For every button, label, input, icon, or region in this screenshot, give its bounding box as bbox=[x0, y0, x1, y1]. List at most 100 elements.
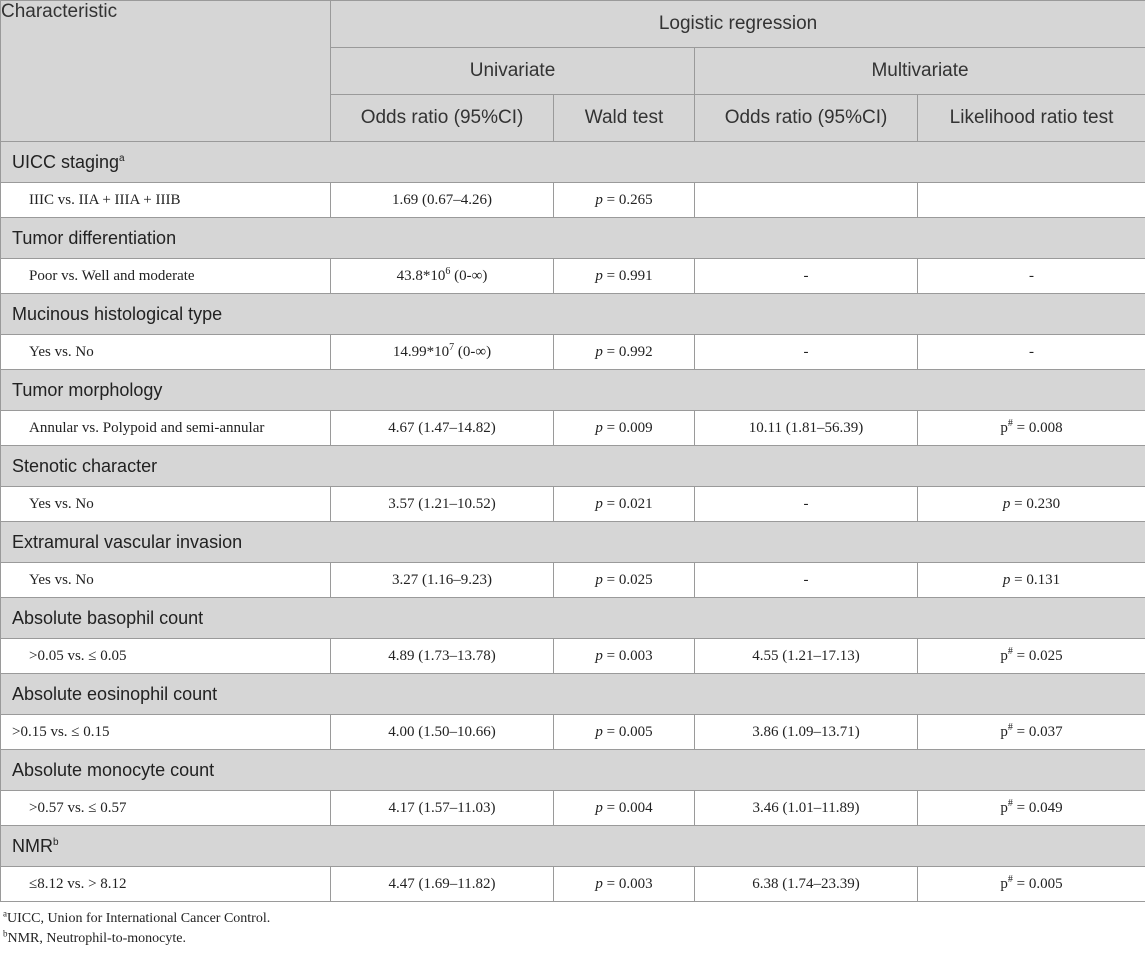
footnote-marker: b bbox=[53, 836, 59, 848]
group-title-cell: Stenotic character bbox=[0, 445, 1145, 487]
wald-test-cell: p = 0.003 bbox=[553, 866, 695, 902]
table-row: Poor vs. Well and moderate 43.8*106 (0-∞… bbox=[0, 258, 1145, 294]
lrt-hash-marker: # bbox=[1007, 873, 1013, 885]
p-symbol: p bbox=[595, 571, 603, 588]
multivariate-odds-ratio: - bbox=[694, 334, 918, 370]
regression-table: Characteristic Logistic regression Univa… bbox=[0, 0, 1145, 902]
table-row: Annular vs. Polypoid and semi-annular 4.… bbox=[0, 410, 1145, 446]
univariate-odds-ratio: 4.89 (1.73–13.78) bbox=[330, 638, 554, 674]
group-row: Stenotic character bbox=[0, 445, 1145, 487]
row-label: ≤8.12 vs. > 8.12 bbox=[0, 866, 331, 902]
odds-ratio-ci: (0-∞) bbox=[450, 267, 488, 284]
lrt-value: = 0.025 bbox=[1012, 647, 1063, 664]
p-value: = 0.004 bbox=[602, 799, 653, 816]
group-row: Extramural vascular invasion bbox=[0, 521, 1145, 563]
lrt-p-symbol: p bbox=[1000, 799, 1008, 816]
multivariate-odds-ratio: 3.46 (1.01–11.89) bbox=[694, 790, 918, 826]
wald-test-cell: p = 0.025 bbox=[553, 562, 695, 598]
p-value: = 0.005 bbox=[602, 723, 653, 740]
table-row: Yes vs. No 3.27 (1.16–9.23) p = 0.025 - … bbox=[0, 562, 1145, 598]
group-row: Absolute basophil count bbox=[0, 597, 1145, 639]
group-title: NMR bbox=[12, 835, 53, 856]
likelihood-ratio-cell: - bbox=[916, 258, 1145, 294]
row-label: Annular vs. Polypoid and semi-annular bbox=[0, 410, 331, 446]
group-row: Tumor differentiation bbox=[0, 217, 1145, 259]
p-symbol: p bbox=[595, 495, 603, 512]
univariate-odds-ratio: 4.17 (1.57–11.03) bbox=[330, 790, 554, 826]
p-symbol: p bbox=[595, 799, 603, 816]
group-row: UICC staginga bbox=[0, 141, 1145, 183]
univariate-odds-ratio: 43.8*106 (0-∞) bbox=[330, 258, 554, 294]
table-body: UICC staginga IIIC vs. IIA + IIIA + IIIB… bbox=[0, 141, 1145, 902]
group-title-cell: Mucinous histological type bbox=[0, 293, 1145, 335]
header-wald-test: Wald test bbox=[553, 94, 695, 142]
odds-ratio-base: 43.8*10 bbox=[396, 267, 446, 284]
lrt-value: = 0.005 bbox=[1012, 875, 1063, 892]
p-value: = 0.025 bbox=[602, 571, 653, 588]
table-row: ≤8.12 vs. > 8.12 4.47 (1.69–11.82) p = 0… bbox=[0, 866, 1145, 902]
group-title-cell: NMRb bbox=[0, 825, 1145, 867]
footnote-marker: a bbox=[3, 908, 7, 919]
footnote-marker: a bbox=[119, 152, 125, 164]
header-univariate: Univariate bbox=[330, 47, 695, 95]
multivariate-odds-ratio: 10.11 (1.81–56.39) bbox=[694, 410, 918, 446]
p-symbol: p bbox=[595, 191, 603, 208]
lrt-p-symbol: p bbox=[1002, 571, 1011, 588]
table-row: IIIC vs. IIA + IIIA + IIIB 1.69 (0.67–4.… bbox=[0, 182, 1145, 218]
table-header: Characteristic Logistic regression Univa… bbox=[0, 0, 1145, 142]
wald-test-cell: p = 0.021 bbox=[553, 486, 695, 522]
group-title-cell: Absolute eosinophil count bbox=[0, 673, 1145, 715]
odds-ratio-exponent: 6 bbox=[445, 265, 451, 277]
table-row: >0.15 vs. ≤ 0.15 4.00 (1.50–10.66) p = 0… bbox=[0, 714, 1145, 750]
multivariate-odds-ratio bbox=[694, 182, 918, 218]
odds-ratio-base: 14.99*10 bbox=[392, 343, 450, 360]
group-title: UICC staging bbox=[12, 151, 120, 172]
footnote: aUICC, Union for International Cancer Co… bbox=[3, 909, 1145, 929]
lrt-value: = 0.037 bbox=[1012, 723, 1063, 740]
row-label: >0.05 vs. ≤ 0.05 bbox=[0, 638, 331, 674]
row-label: Poor vs. Well and moderate bbox=[0, 258, 331, 294]
likelihood-ratio-cell: p = 0.131 bbox=[916, 562, 1145, 598]
table-row: >0.57 vs. ≤ 0.57 4.17 (1.57–11.03) p = 0… bbox=[0, 790, 1145, 826]
footnotes: aUICC, Union for International Cancer Co… bbox=[0, 902, 1145, 949]
likelihood-ratio-cell: p# = 0.049 bbox=[916, 790, 1145, 826]
wald-test-cell: p = 0.265 bbox=[553, 182, 695, 218]
likelihood-ratio-cell: p# = 0.008 bbox=[916, 410, 1145, 446]
p-value: = 0.003 bbox=[602, 647, 653, 664]
wald-test-cell: p = 0.009 bbox=[553, 410, 695, 446]
wald-test-cell: p = 0.005 bbox=[553, 714, 695, 750]
p-symbol: p bbox=[595, 723, 603, 740]
p-symbol: p bbox=[595, 343, 603, 360]
group-title-cell: Tumor morphology bbox=[0, 369, 1145, 411]
likelihood-ratio-cell: p# = 0.025 bbox=[916, 638, 1145, 674]
lrt-value: = 0.131 bbox=[1010, 571, 1061, 588]
group-row: NMRb bbox=[0, 825, 1145, 867]
table-row: >0.05 vs. ≤ 0.05 4.89 (1.73–13.78) p = 0… bbox=[0, 638, 1145, 674]
multivariate-odds-ratio: - bbox=[694, 562, 918, 598]
multivariate-odds-ratio: - bbox=[694, 486, 918, 522]
multivariate-odds-ratio: - bbox=[694, 258, 918, 294]
footnote-text: UICC, Union for International Cancer Con… bbox=[7, 911, 271, 926]
lrt-hash-marker: # bbox=[1007, 721, 1013, 733]
wald-test-cell: p = 0.992 bbox=[553, 334, 695, 370]
p-value: = 0.003 bbox=[602, 875, 653, 892]
footnote: bNMR, Neutrophil-to-monocyte. bbox=[3, 929, 1145, 949]
group-title-cell: Absolute monocyte count bbox=[0, 749, 1145, 791]
p-symbol: p bbox=[595, 267, 603, 284]
header-multivariate: Multivariate bbox=[693, 47, 1145, 95]
odds-ratio-exponent: 7 bbox=[449, 341, 455, 353]
lrt-p-symbol: p bbox=[1000, 723, 1008, 740]
likelihood-ratio-cell bbox=[916, 182, 1145, 218]
row-label: >0.15 vs. ≤ 0.15 bbox=[0, 714, 331, 750]
group-title: Absolute eosinophil count bbox=[12, 683, 218, 704]
wald-test-cell: p = 0.991 bbox=[553, 258, 695, 294]
group-title-cell: Extramural vascular invasion bbox=[0, 521, 1145, 563]
table-row: Yes vs. No 3.57 (1.21–10.52) p = 0.021 -… bbox=[0, 486, 1145, 522]
wald-test-cell: p = 0.003 bbox=[553, 638, 695, 674]
group-title: Extramural vascular invasion bbox=[12, 531, 243, 552]
univariate-odds-ratio: 4.67 (1.47–14.82) bbox=[330, 410, 554, 446]
group-row: Absolute eosinophil count bbox=[0, 673, 1145, 715]
lrt-value: = 0.230 bbox=[1010, 495, 1061, 512]
likelihood-ratio-cell: - bbox=[916, 334, 1145, 370]
likelihood-ratio-cell: p# = 0.005 bbox=[916, 866, 1145, 902]
